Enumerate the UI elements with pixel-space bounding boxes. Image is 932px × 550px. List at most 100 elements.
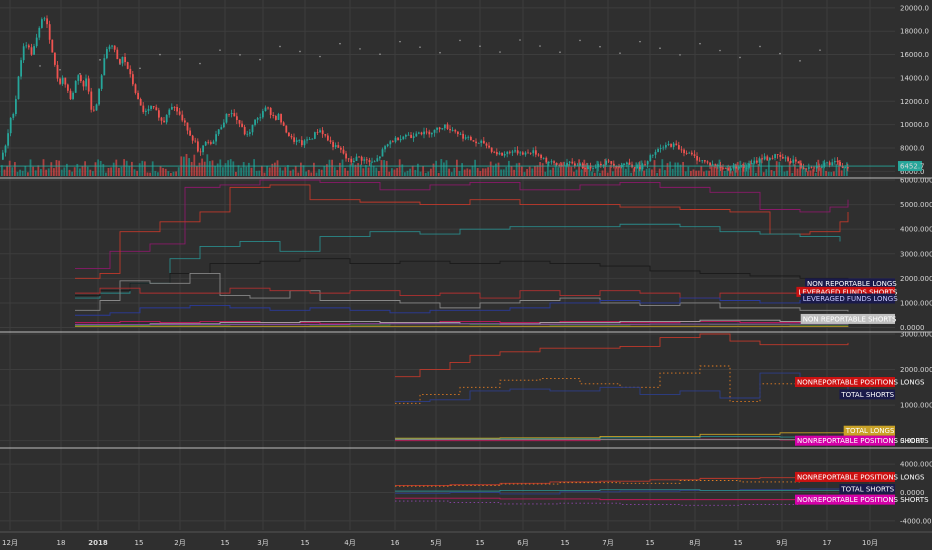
candle-body: [134, 84, 137, 93]
volume-bar: [411, 165, 414, 176]
candle-body: [410, 134, 412, 138]
x-tick-label: 12月: [2, 539, 18, 547]
candle-body: [95, 104, 98, 111]
volume-bar: [526, 169, 528, 176]
volume-bar: [661, 159, 664, 176]
volume-bar: [820, 167, 822, 176]
volume-bar: [622, 163, 625, 176]
volume-bar: [388, 171, 391, 176]
indicator-dot: [159, 53, 161, 56]
candle-body: [636, 165, 639, 169]
volume-bar: [32, 166, 34, 176]
volume-bar: [742, 163, 744, 176]
candle-body: [579, 163, 581, 166]
cot-positions-pane[interactable]: 3000.00002000.00001000.00000.0000NONREPO…: [0, 331, 932, 446]
candle-body: [126, 62, 129, 69]
candle-body: [259, 117, 262, 119]
volume-bar: [768, 160, 770, 176]
candle-body: [464, 137, 467, 139]
candle-body: [249, 132, 251, 134]
indicator-dot: [439, 51, 441, 54]
indicator-dot: [759, 45, 761, 48]
volume-bar: [211, 160, 214, 176]
volume-bar: [359, 164, 362, 176]
series-line: [75, 320, 849, 325]
price-pane[interactable]: 20000.0 18000.0 16000.0 14000.0 12000.0 10000…: [0, 4, 929, 176]
volume-bar: [289, 170, 292, 176]
volume-bar: [380, 160, 383, 176]
volume-bar: [53, 168, 55, 176]
candle-body: [98, 88, 100, 105]
volume-bar: [487, 167, 489, 176]
volume-bar: [692, 169, 695, 176]
indicator-dot: [519, 39, 521, 41]
candle-body: [555, 162, 558, 165]
volume-bar: [339, 162, 341, 176]
volume-bar: [167, 171, 170, 176]
volume-bar: [448, 168, 450, 176]
cot-net-pane[interactable]: 4000.0000 0.0000 -4000.0000 NONREPORTABLE P…: [0, 461, 932, 526]
indicator-dot: [379, 53, 381, 56]
candle-body: [48, 24, 51, 40]
x-tick-label: 15: [734, 539, 743, 547]
volume-bar: [123, 159, 125, 176]
candle-body: [360, 156, 363, 161]
volume-bar: [133, 169, 136, 176]
candle-body: [301, 140, 303, 146]
candle-body: [462, 133, 464, 139]
x-tick-label: 15: [301, 539, 310, 547]
candle-body: [384, 146, 386, 150]
volume-bar: [232, 161, 235, 176]
candle-body: [56, 64, 59, 79]
indicator-dot: [659, 47, 661, 50]
y-tick-label: 20000.0: [900, 4, 929, 12]
volume-bar: [456, 159, 458, 176]
series-legend-badge: [843, 425, 895, 436]
pane-separators[interactable]: [0, 177, 932, 449]
series-line: [395, 430, 849, 439]
indicator-dot: [739, 56, 741, 59]
candle-body: [319, 130, 321, 133]
volume-bar: [721, 165, 723, 176]
x-tick-label: 5月: [430, 539, 441, 547]
candle-body: [225, 113, 228, 123]
y-tick-label: 1000.0000: [900, 402, 932, 410]
candle-body: [72, 92, 74, 100]
indicator-dot: [399, 40, 401, 43]
candle-body: [233, 113, 236, 117]
volume-bar: [16, 171, 19, 176]
volume-bar: [443, 162, 445, 176]
volume-bar: [575, 169, 578, 176]
candle-body: [269, 107, 272, 115]
cot-leveraged-pane[interactable]: 6000.0000 5000.0000 4000.0000 3000.0000 2000…: [0, 177, 932, 333]
series-legend-badge: [800, 293, 895, 304]
candle-body: [483, 140, 485, 144]
candle-body: [184, 120, 186, 123]
candle-body: [392, 141, 394, 143]
candle-body: [345, 153, 347, 159]
volume-bar: [11, 167, 14, 176]
candle-body: [724, 167, 727, 169]
volume-bar: [346, 170, 349, 176]
volume-bar: [453, 167, 456, 176]
y-tick-label: 3000.0000: [900, 331, 932, 339]
indicator-dot: [819, 49, 821, 51]
volume-bar: [604, 159, 606, 176]
volume-bar: [505, 166, 508, 176]
candle-body: [787, 157, 789, 161]
indicator-dot: [779, 52, 781, 55]
series-legend-badge: [839, 389, 895, 400]
volume-bar: [154, 170, 157, 176]
volume-bar: [625, 168, 627, 176]
candle-body: [77, 75, 80, 81]
candle-body: [522, 152, 524, 155]
candle-body: [584, 168, 587, 170]
volume-bar: [791, 172, 794, 176]
candle-body: [509, 151, 511, 153]
volume-bar: [294, 165, 297, 176]
candle-body: [111, 45, 113, 47]
volume-bar: [250, 167, 253, 176]
candle-body: [784, 157, 787, 159]
